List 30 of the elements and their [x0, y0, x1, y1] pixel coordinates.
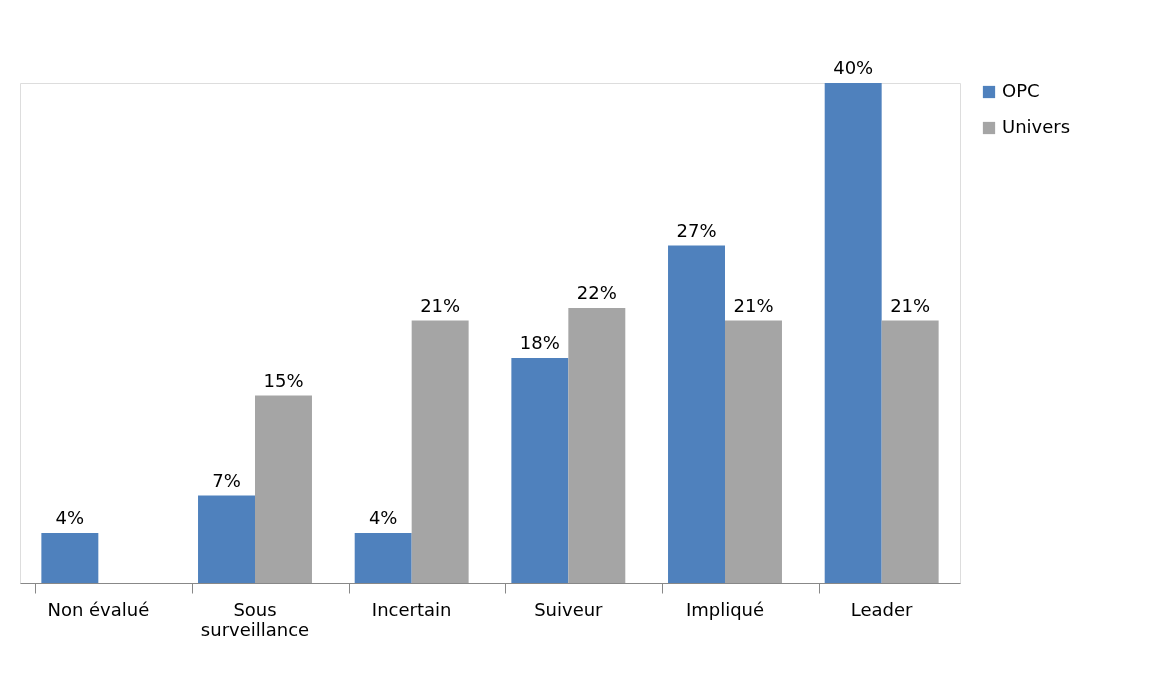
bar — [354, 533, 412, 583]
bar — [881, 320, 939, 583]
data-label: 18% — [519, 332, 560, 353]
data-label: 21% — [890, 294, 931, 316]
bar — [511, 358, 569, 583]
x-tick-label: Incertain — [371, 598, 452, 620]
data-label: 4% — [368, 507, 398, 528]
bar — [198, 495, 255, 583]
x-tick-label: Leader — [850, 598, 914, 620]
data-label: 7% — [212, 469, 241, 491]
data-label: 15% — [263, 369, 304, 391]
x-tick-label: Impliqué — [685, 598, 765, 620]
data-label: 40% — [833, 57, 874, 78]
legend-label: Univers — [1002, 116, 1071, 137]
bar — [725, 320, 782, 583]
bar — [568, 308, 626, 583]
legend-label: OPC — [1002, 80, 1040, 101]
data-label: 27% — [676, 219, 717, 241]
x-tick-label: Suiveur — [534, 598, 604, 620]
data-label: 22% — [576, 282, 617, 303]
x-tick-label: Non évalué — [47, 598, 150, 620]
bar — [668, 245, 725, 583]
data-label: 21% — [420, 294, 461, 316]
x-tick-label: Sous surveillance — [200, 598, 310, 640]
bar — [411, 320, 469, 583]
bar — [41, 533, 99, 583]
bar — [824, 83, 882, 583]
data-label: 4% — [55, 507, 85, 528]
bar — [255, 395, 312, 583]
data-label: 21% — [733, 294, 774, 316]
